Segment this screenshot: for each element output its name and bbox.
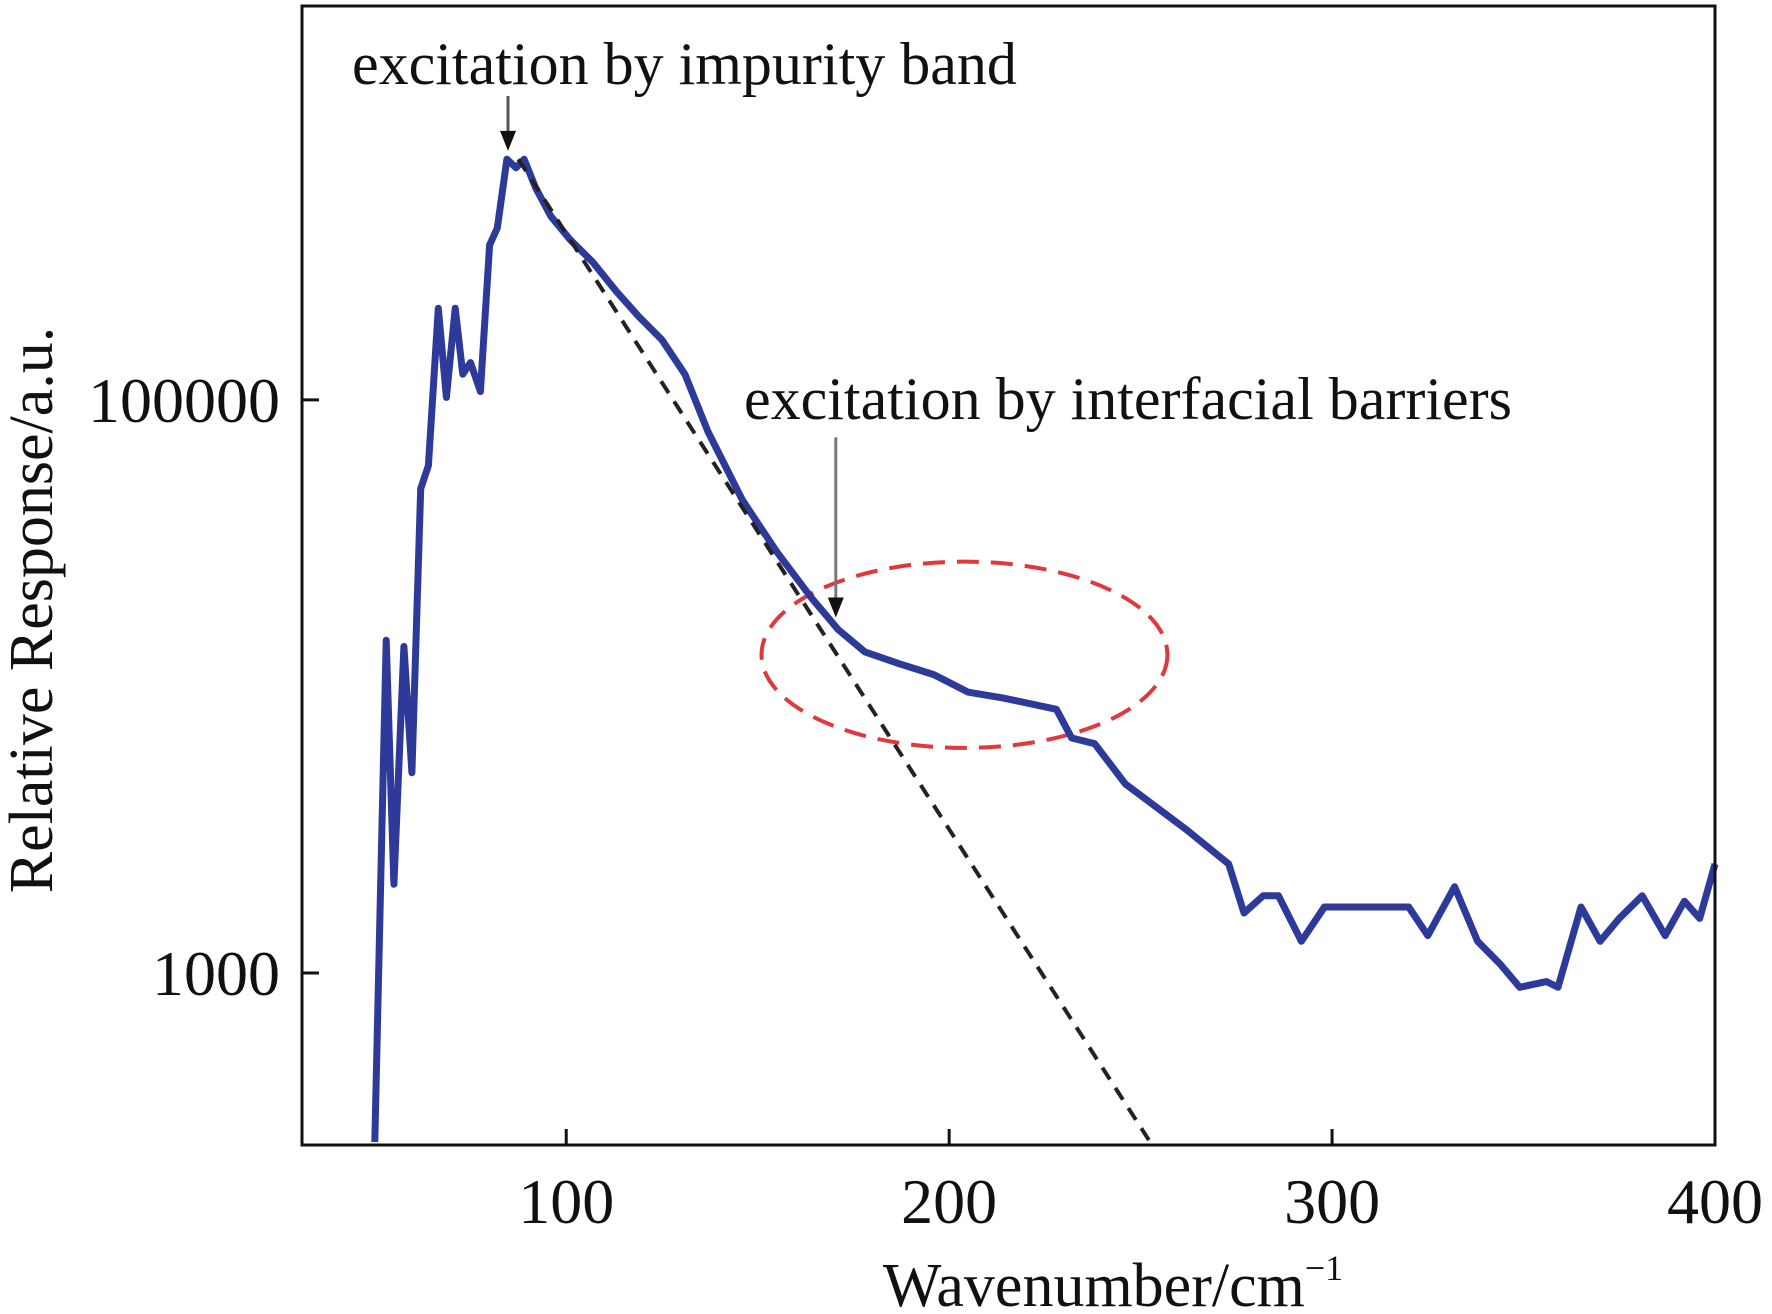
y-tick-label: 100000: [88, 365, 280, 436]
series-line-fit: [516, 158, 1152, 1144]
highlight-ellipse: [759, 559, 1170, 750]
x-tick-label: 400: [1667, 1166, 1763, 1237]
x-axis-label-main: Wavenumber/cm: [883, 1252, 1305, 1314]
x-tick-label: 300: [1284, 1166, 1380, 1237]
x-axis-label: Wavenumber/cm−1: [883, 1248, 1343, 1314]
annotation-arrow-head: [500, 130, 517, 151]
x-tick-label: 200: [901, 1166, 997, 1237]
annotation-impurity-band: excitation by impurity band: [352, 31, 1017, 97]
annotation-interfacial-barriers: excitation by interfacial barriers: [744, 366, 1512, 432]
axis-ticks: 100 200 300 400 1000 100000: [88, 365, 1763, 1237]
x-axis-label-superscript: −1: [1305, 1248, 1343, 1288]
x-tick-label: 100: [518, 1166, 614, 1237]
y-axis-label: Relative Response/a.u.: [0, 327, 66, 893]
plot-frame: [300, 4, 1717, 1147]
annotation-arrow-head: [827, 597, 844, 618]
series-line-response: [371, 155, 1719, 1143]
y-tick-label: 1000: [152, 938, 280, 1009]
plot-marks: [371, 95, 1719, 1144]
